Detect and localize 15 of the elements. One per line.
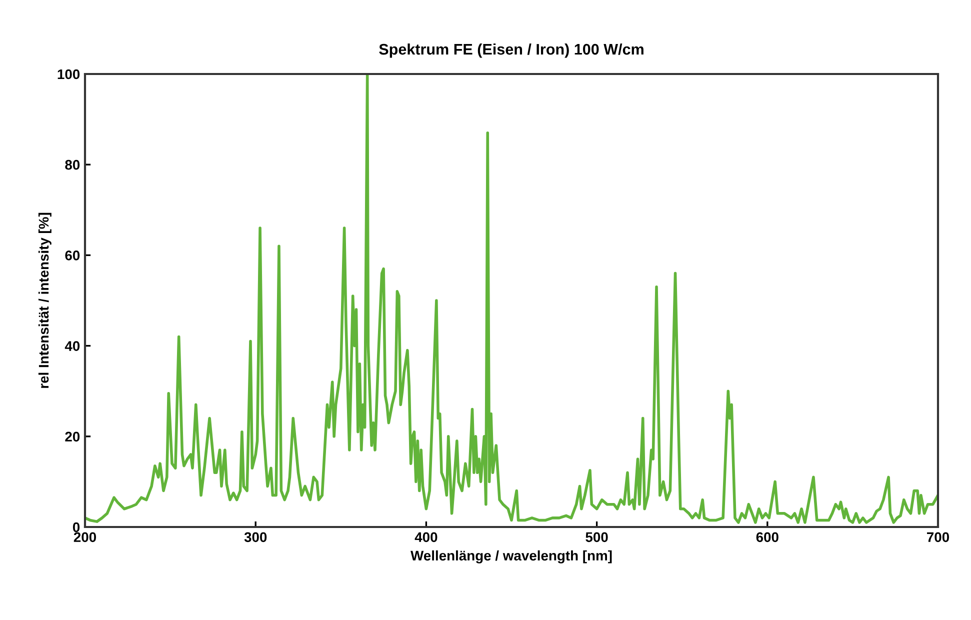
x-tick-label: 400 bbox=[414, 532, 438, 542]
y-tick-label: 60 bbox=[65, 250, 80, 260]
y-tick-label: 20 bbox=[65, 432, 80, 442]
y-axis-title: rel Intensität / intensity [%] bbox=[38, 212, 52, 388]
chart-title: Spektrum FE (Eisen / Iron) 100 W/cm bbox=[379, 43, 644, 58]
x-axis-title: Wellenlänge / wavelength [nm] bbox=[410, 550, 612, 564]
x-tick-label: 700 bbox=[927, 532, 950, 542]
x-tick-label: 600 bbox=[756, 532, 778, 542]
y-tick-label: 0 bbox=[72, 522, 80, 532]
x-tick-label: 500 bbox=[586, 532, 608, 542]
x-tick-label: 200 bbox=[74, 532, 96, 542]
x-tick-label: 300 bbox=[244, 532, 267, 542]
y-tick-label: 100 bbox=[58, 69, 80, 80]
y-tick-label: 80 bbox=[65, 160, 80, 170]
y-tick-label: 40 bbox=[64, 341, 80, 351]
